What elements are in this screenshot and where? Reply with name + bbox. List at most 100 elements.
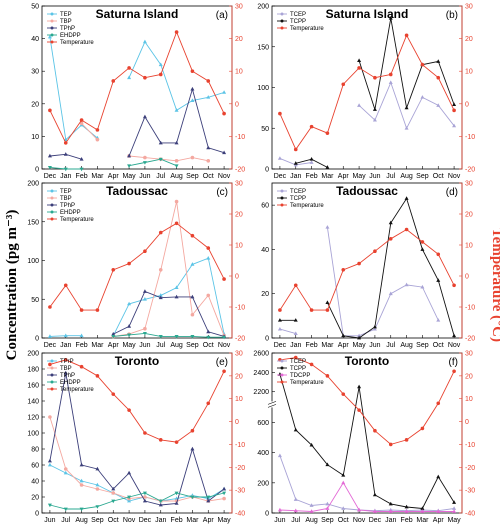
data-point bbox=[190, 312, 195, 317]
y2-tick-label: 30 bbox=[465, 4, 473, 11]
data-point bbox=[388, 442, 393, 447]
y-tick-label: 40 bbox=[31, 36, 39, 43]
data-point bbox=[309, 442, 314, 447]
series-tphp bbox=[47, 86, 227, 161]
y-axis-label-right: Temperature (°C) bbox=[489, 228, 500, 342]
data-point bbox=[142, 297, 147, 301]
data-point bbox=[158, 72, 163, 77]
legend-marker bbox=[50, 33, 54, 37]
data-point bbox=[452, 506, 457, 510]
data-point bbox=[222, 90, 227, 94]
data-point bbox=[142, 161, 147, 165]
data-point bbox=[95, 505, 100, 509]
data-point bbox=[436, 75, 441, 80]
x-tick-label: Sep bbox=[186, 342, 199, 349]
y-tick-label: 2200 bbox=[253, 389, 269, 396]
data-point bbox=[277, 507, 282, 512]
data-point bbox=[63, 167, 68, 172]
legend-entry: TCEP bbox=[290, 12, 306, 18]
x-tick-label: Sep bbox=[321, 517, 334, 524]
data-point bbox=[79, 167, 84, 172]
series-line bbox=[295, 18, 455, 168]
x-tick-label: Feb bbox=[401, 517, 413, 524]
data-point bbox=[79, 478, 84, 483]
data-point bbox=[309, 308, 314, 312]
x-tick-label: Mar bbox=[416, 517, 429, 524]
data-point bbox=[293, 497, 298, 501]
data-point bbox=[341, 392, 346, 396]
y-tick-label: 600 bbox=[257, 420, 269, 427]
x-tick-label: Jul bbox=[386, 342, 395, 349]
x-tick-label: Apr bbox=[108, 173, 120, 180]
panel-a: 0 10 20 30 40 50 -20 -10 0 10 20 30 Dec Jan Feb Mar Apr M… bbox=[31, 4, 245, 181]
data-point bbox=[222, 335, 227, 340]
y2-tick-label: 10 bbox=[465, 69, 473, 76]
data-point bbox=[190, 335, 195, 339]
data-point bbox=[357, 66, 361, 70]
x-tick-label: Aug bbox=[400, 173, 413, 180]
data-point bbox=[158, 62, 163, 67]
y-tick-label: 100 bbox=[27, 258, 39, 265]
series-temperature bbox=[48, 30, 226, 145]
y2-tick-label: -20 bbox=[235, 167, 245, 174]
axis-break-mark bbox=[267, 401, 277, 405]
y-tick-label: 20 bbox=[31, 495, 39, 502]
data-point bbox=[79, 121, 84, 126]
y-tick-label: 2400 bbox=[253, 370, 269, 377]
data-point bbox=[357, 408, 361, 412]
axis-break-mask bbox=[268, 401, 276, 408]
data-point bbox=[388, 16, 393, 20]
y-tick-label: 20 bbox=[261, 291, 269, 298]
data-point bbox=[79, 507, 84, 512]
data-point bbox=[190, 98, 195, 102]
data-point bbox=[158, 157, 163, 162]
data-point bbox=[63, 283, 68, 288]
legend-marker bbox=[280, 203, 284, 207]
x-tick-label: Dec bbox=[139, 517, 152, 524]
y2-tick-label: -40 bbox=[465, 511, 475, 518]
data-point bbox=[95, 128, 100, 132]
data-point bbox=[222, 277, 226, 281]
legend-marker bbox=[280, 366, 284, 370]
y2-tick-label: 10 bbox=[235, 396, 243, 403]
y-tick-label: 50 bbox=[31, 4, 39, 11]
legend-marker bbox=[280, 380, 284, 384]
data-point bbox=[47, 503, 52, 508]
data-point bbox=[309, 503, 314, 507]
data-point bbox=[190, 495, 195, 500]
data-point bbox=[63, 467, 68, 471]
data-point bbox=[127, 470, 132, 475]
y2-tick-label: 0 bbox=[465, 274, 469, 281]
data-point bbox=[388, 72, 393, 77]
y2-tick-label: -10 bbox=[465, 134, 475, 141]
data-point bbox=[174, 199, 179, 204]
y2-tick-label: 30 bbox=[235, 181, 243, 188]
data-point bbox=[48, 108, 52, 113]
data-point bbox=[341, 480, 346, 485]
data-point bbox=[63, 358, 68, 362]
data-point bbox=[174, 164, 179, 168]
panel-title: Toronto bbox=[115, 354, 159, 368]
y-tick-label: 120 bbox=[27, 415, 39, 422]
x-tick-label: Aug bbox=[75, 517, 88, 524]
x-tick-label: Jun bbox=[44, 517, 55, 524]
y-tick-label: 180 bbox=[27, 367, 39, 374]
y-tick-label: 200 bbox=[27, 351, 39, 358]
x-tick-label: Feb bbox=[306, 342, 318, 349]
data-point bbox=[174, 294, 179, 299]
series-temperature bbox=[278, 33, 456, 152]
data-point bbox=[143, 431, 147, 435]
data-point bbox=[174, 440, 179, 444]
x-tick-label: Mar bbox=[91, 173, 104, 180]
series-temperature bbox=[48, 358, 226, 444]
legend-entry: TBP bbox=[60, 366, 72, 372]
y2-tick-label: -20 bbox=[465, 336, 475, 343]
data-point bbox=[372, 107, 377, 111]
legend-marker bbox=[50, 380, 54, 384]
data-point bbox=[206, 255, 211, 260]
y-tick-label: 50 bbox=[261, 126, 269, 133]
data-point bbox=[158, 438, 163, 442]
data-point bbox=[206, 293, 211, 298]
data-point bbox=[158, 140, 163, 145]
